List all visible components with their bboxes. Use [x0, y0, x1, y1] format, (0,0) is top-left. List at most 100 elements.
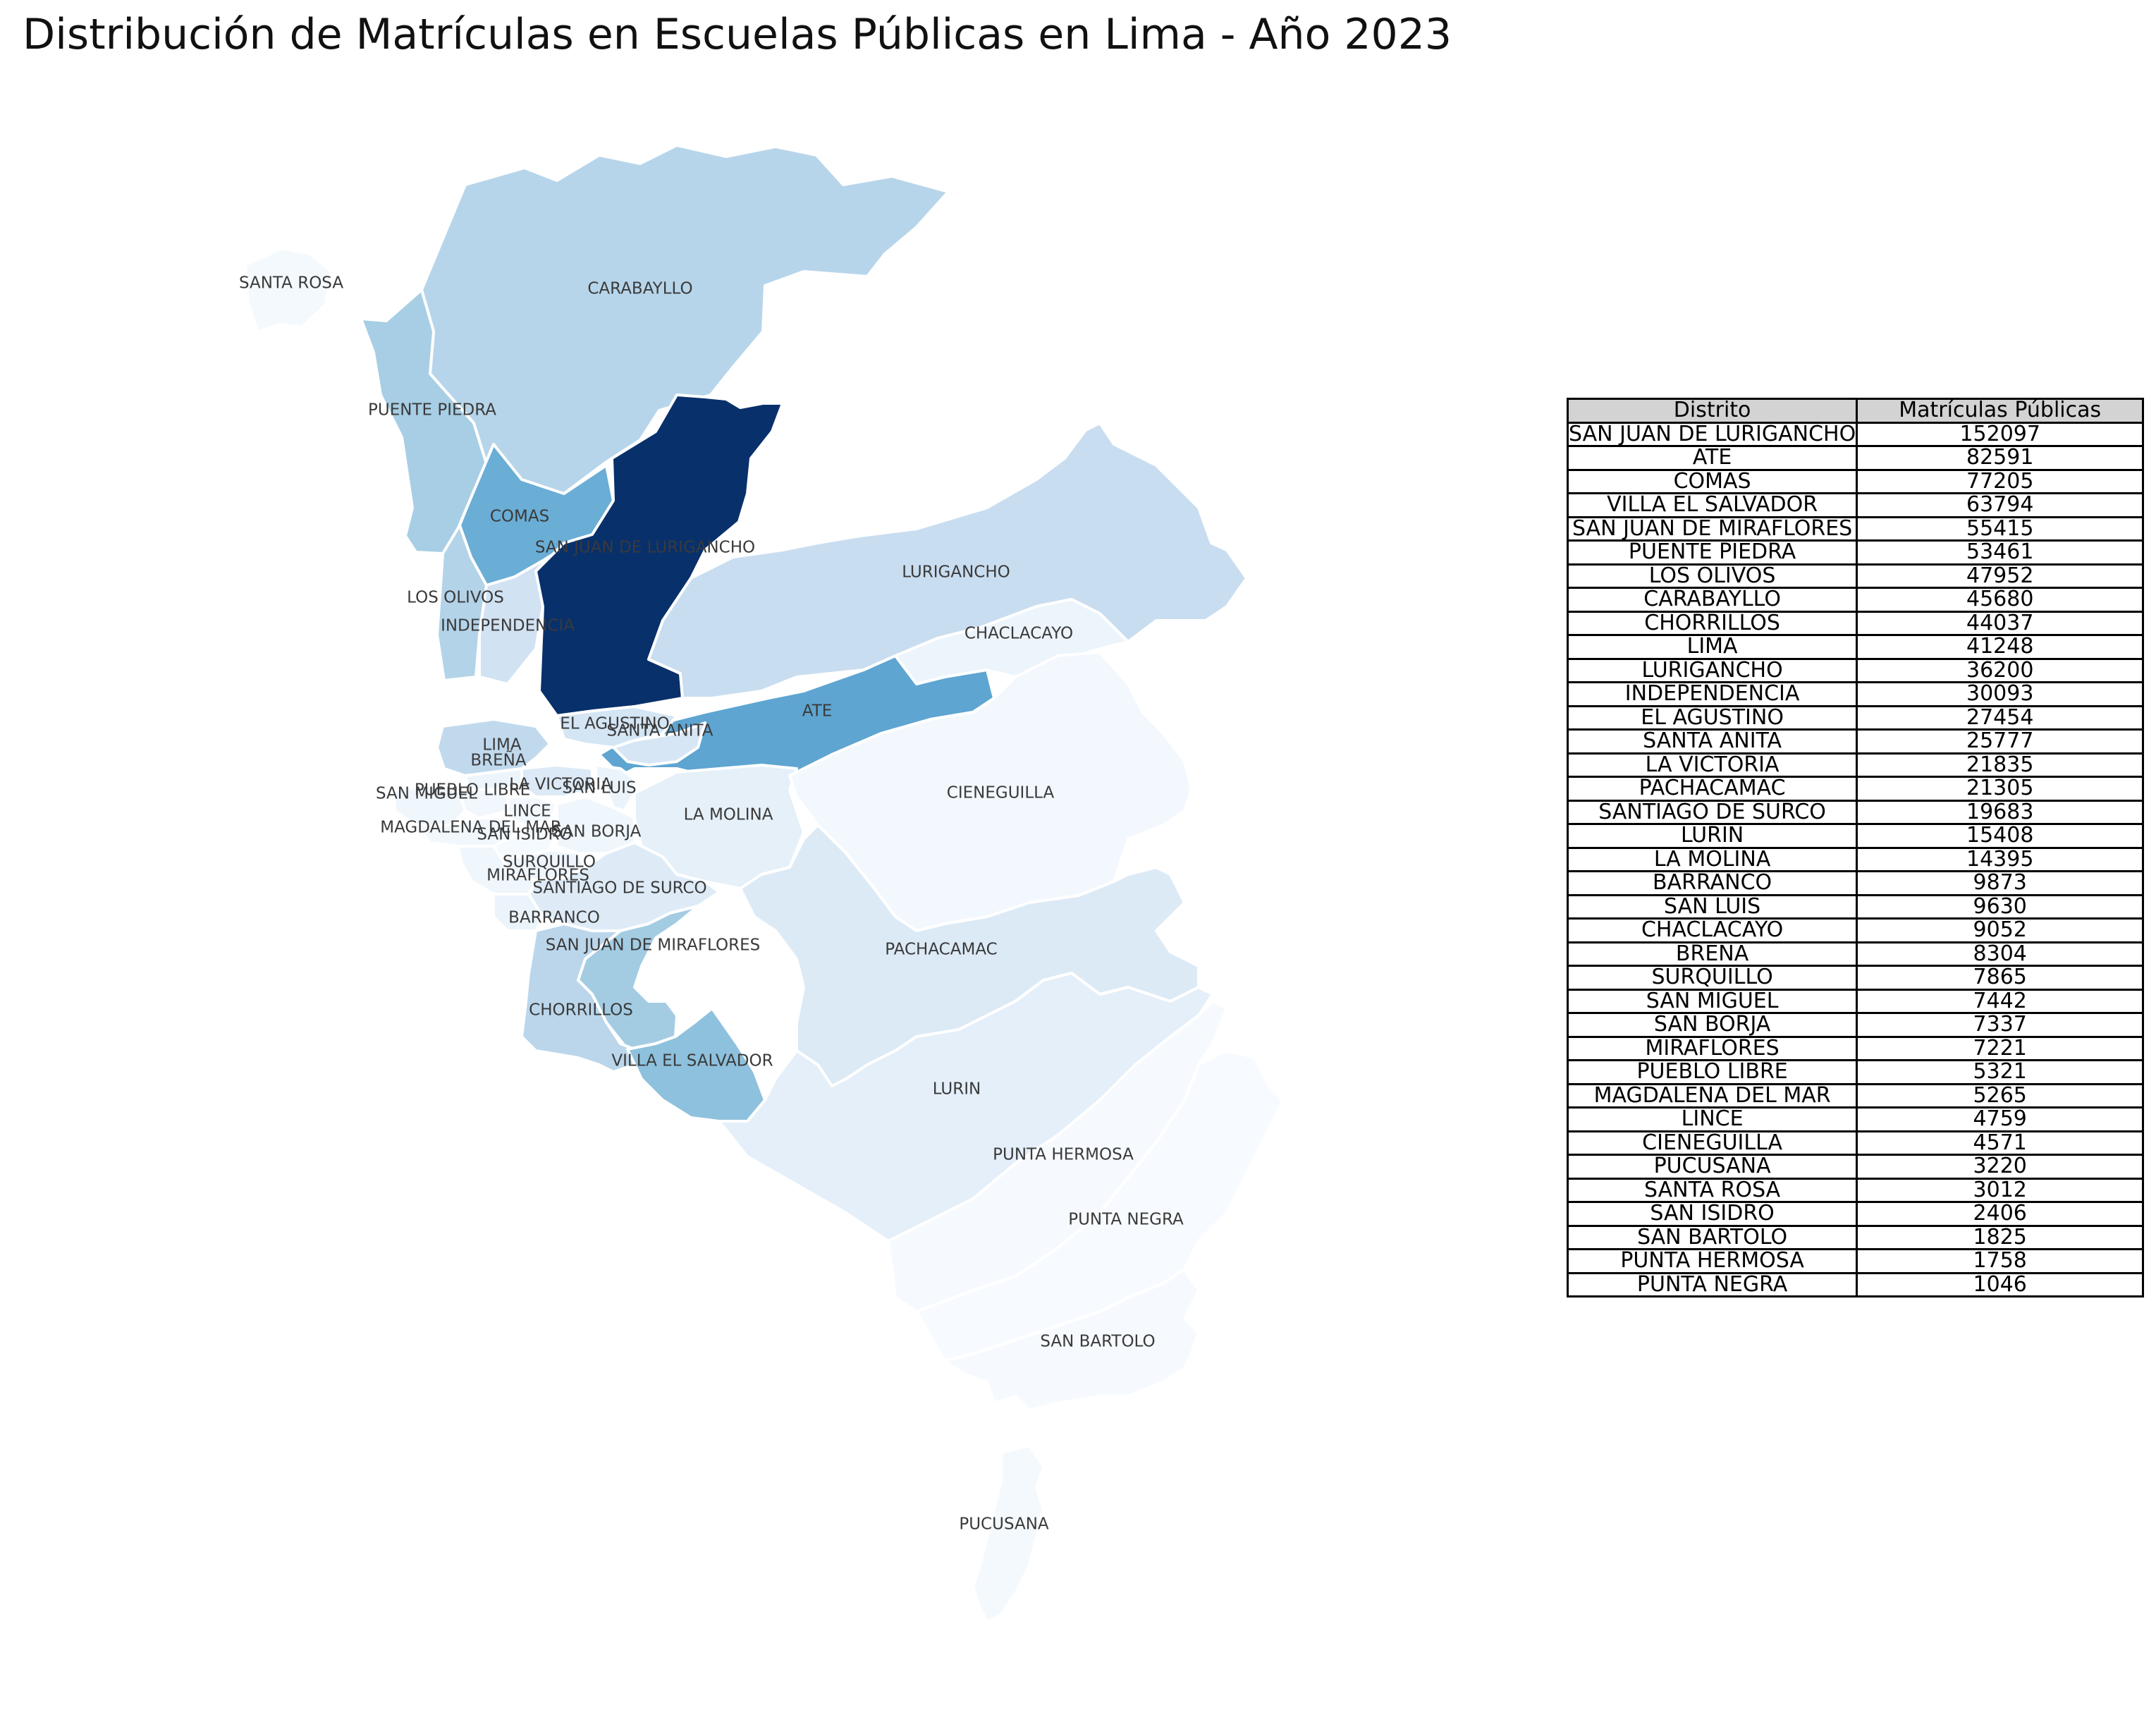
label-santaanita: SANTA ANITA [607, 722, 713, 740]
cell-enrollment: 3220 [1856, 1154, 2145, 1180]
district-independencia[interactable] [478, 559, 544, 685]
label-lurin: LURIN [933, 1080, 981, 1099]
map-title: Distribución de Matrículas en Escuelas P… [23, 10, 1452, 59]
cell-enrollment: 8304 [1856, 941, 2145, 967]
table-row: SAN BARTOLO 1825 [1566, 1224, 2145, 1250]
label-sanluis: SAN LUIS [562, 779, 636, 798]
cell-enrollment: 5321 [1856, 1059, 2145, 1085]
cell-district: ATE [1566, 445, 1858, 471]
table-row: INDEPENDENCIA 30093 [1566, 681, 2145, 707]
district-santaanita[interactable] [612, 721, 706, 767]
label-sjm: SAN JUAN DE MIRAFLORES [546, 936, 761, 955]
label-pueblolibre: PUEBLO LIBRE [415, 781, 530, 800]
label-puntahermosa: PUNTA HERMOSA [993, 1146, 1134, 1164]
table-row: SANTA ROSA 3012 [1566, 1177, 2145, 1203]
table-row: PUEBLO LIBRE 5321 [1566, 1059, 2145, 1085]
cell-enrollment: 41248 [1856, 634, 2145, 660]
cell-enrollment: 44037 [1856, 610, 2145, 636]
label-ves: VILLA EL SALVADOR [611, 1052, 773, 1070]
cell-district: LA VICTORIA [1566, 752, 1858, 778]
district-lavictoria[interactable] [520, 764, 594, 798]
label-sanisidro: SAN ISIDRO [477, 826, 572, 844]
table-row: MIRAFLORES 7221 [1566, 1035, 2145, 1061]
label-ate: ATE [802, 702, 833, 721]
cell-district: PUEBLO LIBRE [1566, 1059, 1858, 1085]
table-row: LIMA 41248 [1566, 634, 2145, 660]
table-row: CARABAYLLO 45680 [1566, 587, 2145, 613]
table-row: LA MOLINA 14395 [1566, 846, 2145, 872]
label-comas: COMAS [490, 508, 549, 526]
table-body: SAN JUAN DE LURIGANCHO 152097 ATE 82591 COMA… [1566, 421, 2145, 1297]
table-row: LURIN 15408 [1566, 823, 2145, 849]
cell-district: LIMA [1566, 634, 1858, 660]
cell-enrollment: 1758 [1856, 1248, 2145, 1274]
label-lamolina: LA MOLINA [684, 806, 773, 824]
table-row: MAGDALENA DEL MAR 5265 [1566, 1082, 2145, 1109]
cell-district: MIRAFLORES [1566, 1035, 1858, 1061]
cell-district: INDEPENDENCIA [1566, 681, 1858, 707]
district-santarosa[interactable] [244, 247, 333, 333]
cell-district: EL AGUSTINO [1566, 704, 1858, 731]
district-surco[interactable] [527, 841, 721, 932]
cell-district: PUCUSANA [1566, 1154, 1858, 1180]
district-pucusana[interactable] [972, 1444, 1045, 1623]
cell-enrollment: 152097 [1856, 421, 2145, 447]
cell-enrollment: 1046 [1856, 1271, 2145, 1297]
label-cieneguilla: CIENEGUILLA [947, 784, 1055, 802]
label-lurigancho: LURIGANCHO [902, 563, 1010, 582]
cell-enrollment: 36200 [1856, 657, 2145, 683]
cell-enrollment: 7865 [1856, 965, 2145, 991]
cell-district: BREÑA [1566, 941, 1858, 967]
cell-enrollment: 2406 [1856, 1201, 2145, 1227]
label-lince: LINCE [503, 802, 551, 821]
cell-district: SAN BARTOLO [1566, 1224, 1858, 1250]
label-losolivos: LOS OLIVOS [407, 589, 504, 607]
label-puentepiedra: PUENTE PIEDRA [368, 401, 496, 420]
cell-district: SANTIAGO DE SURCO [1566, 799, 1858, 825]
cell-district: BARRANCO [1566, 870, 1858, 896]
table-row: EL AGUSTINO 27454 [1566, 704, 2145, 731]
label-puntanegra: PUNTA NEGRA [1068, 1211, 1184, 1229]
cell-district: SAN MIGUEL [1566, 988, 1858, 1014]
cell-enrollment: 3012 [1856, 1177, 2145, 1203]
cell-enrollment: 55415 [1856, 515, 2145, 542]
table-row: LOS OLIVOS 47952 [1566, 563, 2145, 589]
label-lavictoria: LA VICTORIA [509, 776, 612, 794]
cell-district: SANTA ROSA [1566, 1177, 1858, 1203]
label-brena: BREÑA [470, 750, 526, 770]
cell-enrollment: 15408 [1856, 823, 2145, 849]
cell-enrollment: 14395 [1856, 846, 2145, 872]
cell-district: MAGDALENA DEL MAR [1566, 1082, 1858, 1109]
district-sanluis[interactable] [594, 764, 636, 812]
district-sanbartolo[interactable] [943, 1268, 1200, 1412]
label-sanbartolo: SAN BARTOLO [1040, 1333, 1155, 1351]
table-row: COMAS 77205 [1566, 468, 2145, 494]
label-independencia: INDEPENDENCIA [441, 617, 575, 635]
cell-enrollment: 63794 [1856, 492, 2145, 518]
cell-enrollment: 45680 [1856, 587, 2145, 613]
cell-enrollment: 19683 [1856, 799, 2145, 825]
table-row: SAN JUAN DE MIRAFLORES 55415 [1566, 515, 2145, 542]
label-sanborja: SAN BORJA [552, 823, 642, 841]
cell-district: LURIGANCHO [1566, 657, 1858, 683]
table-row: SANTA ANITA 25777 [1566, 728, 2145, 755]
district-lurigancho[interactable] [647, 422, 1248, 700]
table-row: BREÑA 8304 [1566, 941, 2145, 967]
table-row: PACHACAMAC 21305 [1566, 776, 2145, 802]
district-losolivos[interactable] [436, 524, 488, 682]
label-magdalena: MAGDALENA DEL MAR [380, 819, 562, 837]
table-row: PUNTA HERMOSA 1758 [1566, 1248, 2145, 1274]
cell-district: COMAS [1566, 468, 1858, 494]
cell-district: SAN JUAN DE MIRAFLORES [1566, 515, 1858, 542]
cell-district: SAN LUIS [1566, 893, 1858, 920]
cell-district: PACHACAMAC [1566, 776, 1858, 802]
cell-enrollment: 47952 [1856, 563, 2145, 589]
label-santarosa: SANTA ROSA [239, 274, 343, 293]
label-barranco: BARRANCO [508, 909, 600, 927]
table-row: LINCE 4759 [1566, 1106, 2145, 1132]
district-ves[interactable] [626, 1007, 766, 1123]
cell-enrollment: 21835 [1856, 752, 2145, 778]
label-surco: SANTIAGO DE SURCO [532, 879, 706, 898]
district-sanmiguel[interactable] [393, 785, 467, 826]
